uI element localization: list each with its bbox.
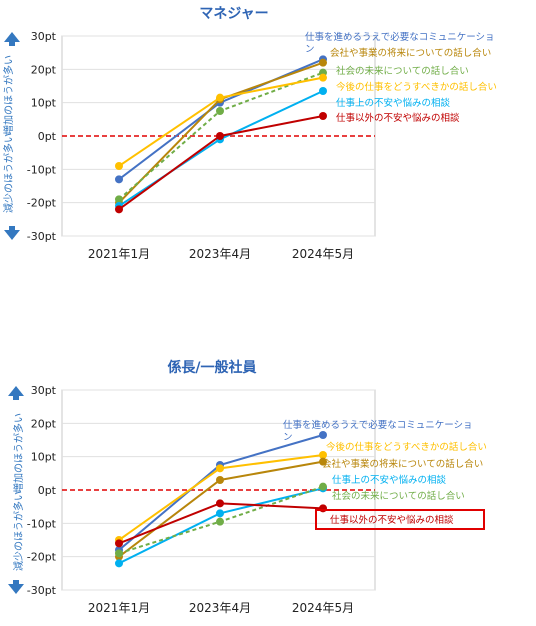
data-point-company_future [319,58,327,67]
series-label-society_future: 社会の未来についての話し合い [332,490,465,502]
x-tick-label: 2024年5月 [292,247,354,261]
arrow-down-icon [4,230,20,240]
data-point-non_work_worries [319,112,327,120]
chart-panel-0: -30pt -20pt -10pt 0pt 10pt 20pt 30pt 2021年1月 202… [4,30,497,261]
data-point-communication [319,431,327,439]
x-tick-label: 2023年4月 [189,601,251,615]
series-label-communication-cont: ン [283,432,293,443]
series-label-company_future: 会社や事業の将来についての話し合い [330,47,491,59]
data-point-non_work_worries [216,132,224,140]
data-point-company_future [216,476,224,484]
y-tick-label: -10pt [27,163,57,176]
y-tick-label: 20pt [31,63,57,76]
arrow-up-icon [4,32,20,42]
y-tick-label: 10pt [31,97,57,110]
data-point-career [115,162,123,170]
series-label-company_future: 会社や事業の将来についての話し合い [322,458,483,470]
plots-layer: -30pt -20pt -10pt 0pt 10pt 20pt 30pt 2021年1月 202… [4,30,497,615]
manager-y-axis-labels: 減少のほうが多い 増加のほうが多い [2,55,15,213]
y-tick-label: -30pt [27,584,57,597]
y-tick-label: 0pt [38,130,57,143]
arrow-down-stem [13,580,19,585]
series-label-work_worries: 仕事上の不安や悩みの相談 [332,474,447,486]
x-tick-label: 2023年4月 [189,247,251,261]
data-point-career [319,451,327,459]
data-point-career [216,464,224,473]
arrow-up-icon [8,386,24,396]
highlight-box [315,509,485,530]
y-tick-label: 0pt [38,484,57,497]
data-point-society_future [216,107,224,115]
y-tick-label: -30pt [27,230,57,243]
series-label-career: 今後の仕事をどうすべきかの話し合い [326,441,487,453]
data-point-non_work_worries [115,539,123,548]
data-point-company_future [319,457,327,466]
x-tick-label: 2021年1月 [88,601,150,615]
series-label-communication: 仕事を進めるうえで必要なコミュニケーショ [305,31,495,43]
data-point-society_future [115,195,123,204]
series-label-non_work_worries: 仕事以外の不安や悩みの相談 [330,514,454,526]
chart-title-manager: マネジャー [199,6,268,22]
series-label-communication: 仕事を進めるうえで必要なコミュニケーショ [283,419,473,431]
series-line-non_work_worries [118,115,324,211]
arrow-down-stem [9,226,15,231]
data-point-society_future [216,517,224,526]
arrow-up-stem [13,395,19,400]
manager-ylabel-up: 増加のほうが多い [2,55,15,135]
x-tick-label: 2024年5月 [292,601,354,615]
series-label-non_work_worries: 仕事以外の不安や悩みの相談 [336,112,460,124]
staff-ylabel-up: 増加のほうが多い [12,413,25,493]
y-tick-label: 30pt [31,30,57,43]
y-tick-label: 10pt [31,451,57,464]
x-tick-label: 2021年1月 [88,247,150,261]
data-point-society_future [319,482,327,491]
staff-ylabel-down: 減少のほうが多い [12,491,25,571]
series-line-communication [118,58,324,181]
data-point-work_worries [216,509,224,518]
data-point-work_worries [319,87,327,95]
data-point-career [319,73,327,82]
data-point-society_future [115,549,123,558]
y-tick-label: 30pt [31,384,57,397]
chart-title-staff: 係長/一般社員 [167,359,256,376]
chart-panel-1: -30pt -20pt -10pt 0pt 10pt 20pt 30pt 2021年1月 202… [8,384,487,615]
y-tick-label: -20pt [27,197,57,210]
series-label-society_future: 社会の未来についての話し合い [336,65,469,77]
y-tick-label: -10pt [27,517,57,530]
data-point-communication [115,175,123,184]
data-point-work_worries [115,559,123,568]
series-line-company_future [118,460,324,558]
data-point-career [216,93,224,102]
staff-y-axis-labels: 減少のほうが多い 増加のほうが多い [12,413,25,571]
data-point-non_work_worries [216,499,224,508]
data-point-non_work_worries [319,504,327,513]
y-tick-label: 20pt [31,417,57,430]
series-label-career: 今後の仕事をどうすべきかの話し合い [336,81,497,93]
arrow-down-icon [8,584,24,594]
y-tick-label: -20pt [27,551,57,564]
manager-ylabel-down: 減少のほうが多い [2,133,15,213]
data-point-non_work_worries [115,205,123,214]
series-label-communication-cont: ン [305,44,315,55]
series-label-work_worries: 仕事上の不安や悩みの相談 [336,97,451,109]
arrow-up-stem [9,41,15,46]
